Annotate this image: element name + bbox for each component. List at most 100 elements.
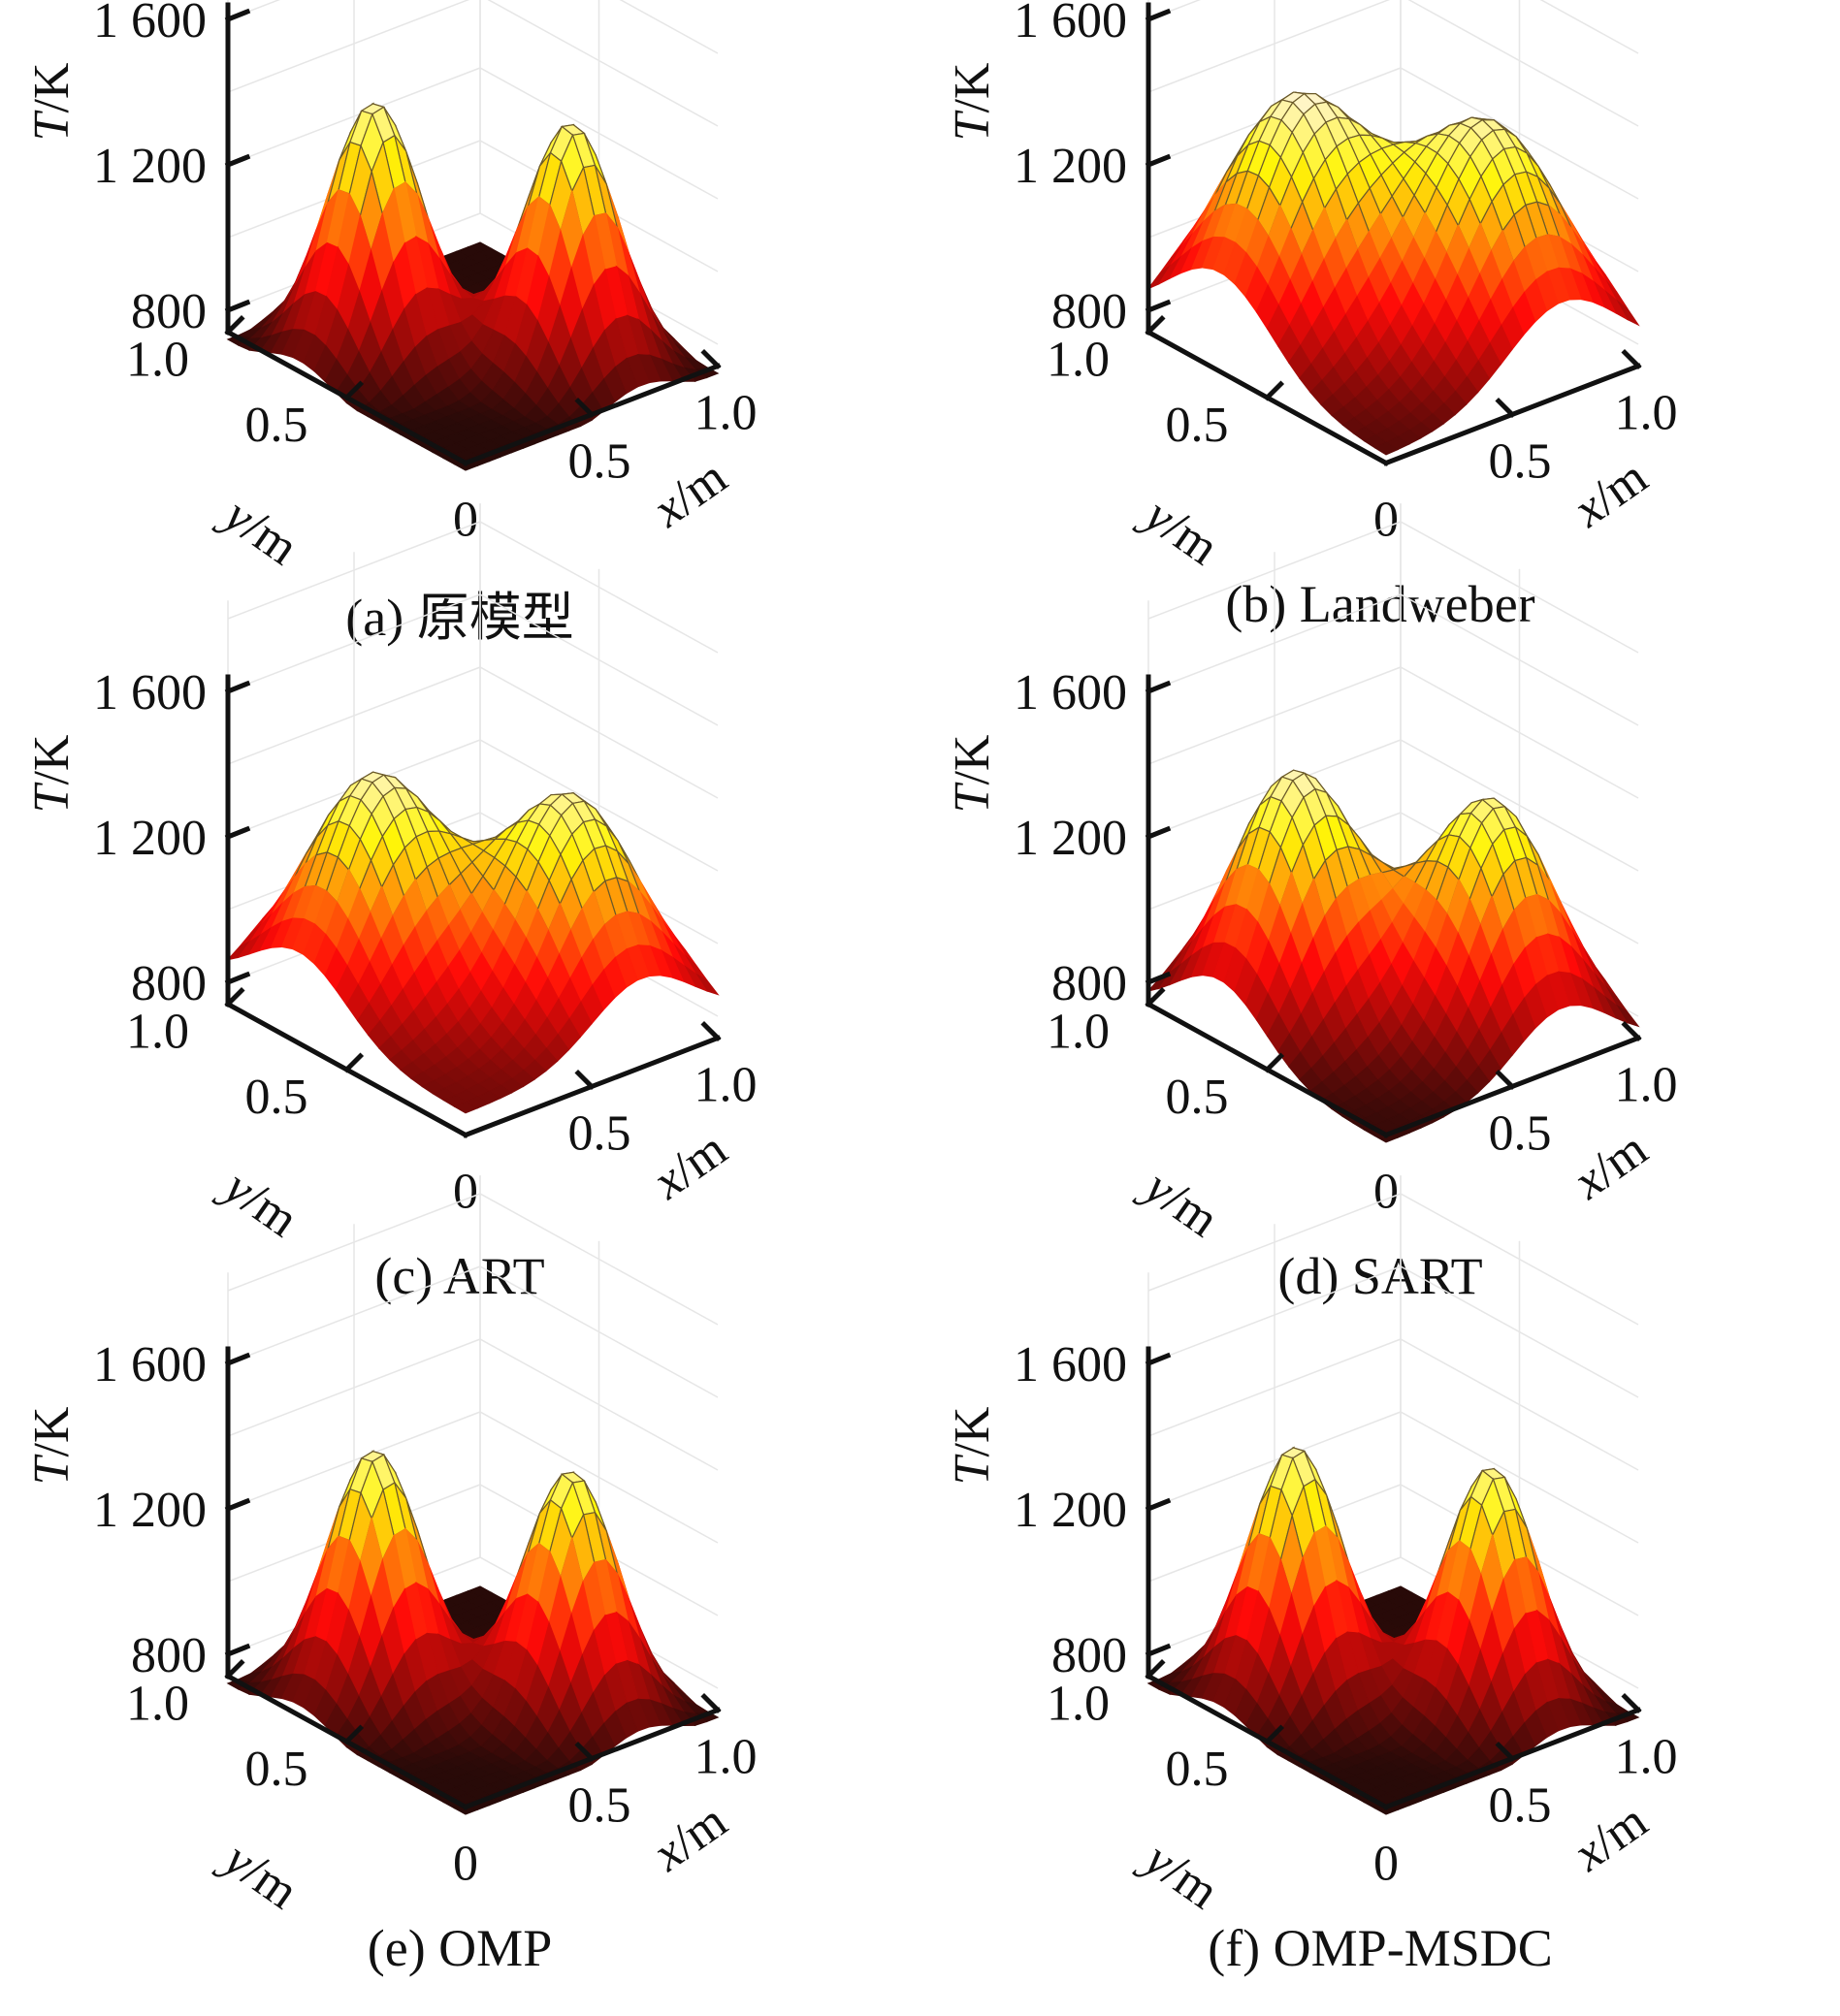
z-tick xyxy=(224,680,251,695)
x-tick-label: 1.0 xyxy=(1615,386,1678,441)
y-tick xyxy=(224,314,245,336)
y-tick xyxy=(1145,1658,1166,1680)
y-axis-title: y/m xyxy=(210,485,308,576)
y-tick-label: 1.0 xyxy=(126,1005,189,1060)
z-tick xyxy=(224,825,251,841)
panel-caption-f: (f) OMP-MSDC xyxy=(1208,1919,1553,1977)
y-tick xyxy=(1145,986,1166,1008)
surface xyxy=(1146,769,1640,1143)
x-tick-label: 0.5 xyxy=(568,434,631,490)
y-tick-label: 1.0 xyxy=(1047,1677,1110,1732)
x-tick-label: 0.5 xyxy=(568,1778,631,1834)
z-tick-label: 800 xyxy=(131,284,207,339)
x-axis-title: x/m xyxy=(642,1121,736,1210)
x-tick xyxy=(700,348,722,370)
y-tick xyxy=(342,1052,365,1073)
grid-line xyxy=(227,1338,719,1471)
z-tick-label: 1 600 xyxy=(93,0,207,48)
x-tick-label: 1.0 xyxy=(1615,1730,1678,1785)
surface-plot-panel-e: 800 1 200 1 600 0 0.5 1.0 0.5 1.0 T/K y/m x/m (e) O… xyxy=(0,1175,920,2016)
y-tick-label: 1.0 xyxy=(126,1677,189,1732)
z-tick xyxy=(1145,299,1172,314)
grid-line xyxy=(227,666,719,799)
surface-plot-b: 800 1 200 1 600 0 0.5 1.0 0.5 1.0 T/K y/m x/m xyxy=(945,0,1678,576)
surface-plot-f: 800 1 200 1 600 0 0.5 1.0 0.5 1.0 T/K y/m x/m xyxy=(945,1175,1678,1920)
z-tick-label: 800 xyxy=(1051,1628,1127,1683)
grid-line xyxy=(227,67,719,200)
surface xyxy=(226,102,720,471)
x-tick-label: 1.0 xyxy=(694,1730,758,1785)
y-tick-label: 0 xyxy=(1373,1837,1399,1892)
y-tick-label: 0 xyxy=(453,1837,478,1892)
panel-caption-c: (c) ART xyxy=(374,1247,545,1305)
surface-plot-d: 800 1 200 1 600 0 0.5 1.0 0.5 1.0 T/K y/m x/m xyxy=(945,503,1678,1248)
x-tick xyxy=(1495,1069,1516,1091)
panel-caption-e: (e) OMP xyxy=(367,1919,553,1977)
y-tick xyxy=(1145,314,1166,336)
y-tick-label: 1.0 xyxy=(126,333,189,388)
z-tick-label: 1 200 xyxy=(93,811,207,866)
surface-plot-panel-c: 800 1 200 1 600 0 0.5 1.0 0.5 1.0 T/K y/m x/m (c) A… xyxy=(0,503,920,1344)
z-tick-label: 800 xyxy=(131,1628,207,1683)
z-tick-label: 800 xyxy=(1051,956,1127,1011)
z-tick-label: 800 xyxy=(1051,284,1127,339)
surface-face xyxy=(453,1101,479,1114)
x-tick-label: 1.0 xyxy=(1615,1058,1678,1113)
grid-line xyxy=(227,0,719,127)
y-tick-label: 0.5 xyxy=(1166,1742,1229,1797)
z-tick-label: 1 200 xyxy=(1014,1483,1127,1538)
y-tick xyxy=(224,986,245,1008)
y-tick-label: 1.0 xyxy=(1047,1005,1110,1060)
axes: 800 1 200 1 600 0 0.5 1.0 0.5 1.0 T/K y/m x/m xyxy=(24,665,758,1248)
grid-line xyxy=(1147,666,1639,799)
y-tick xyxy=(1263,1052,1285,1073)
x-tick xyxy=(574,1069,596,1091)
x-tick-label: 1.0 xyxy=(694,386,758,441)
y-axis-title: y/m xyxy=(1131,1829,1229,1920)
y-tick-label: 0.5 xyxy=(245,1742,308,1797)
z-axis-title: T/K xyxy=(24,62,80,141)
grid-line xyxy=(1147,0,1639,54)
grid-line xyxy=(1147,739,1639,872)
x-tick-label: 0.5 xyxy=(1489,1778,1552,1834)
surface-plot-a: 800 1 200 1 600 0 0.5 1.0 0.5 1.0 T/K y/m x/m xyxy=(24,0,758,576)
surface-plot-e: 800 1 200 1 600 0 0.5 1.0 0.5 1.0 T/K y/m x/m xyxy=(24,1175,758,1920)
z-tick-label: 1 600 xyxy=(93,665,207,720)
z-axis-title: T/K xyxy=(24,1406,80,1485)
y-tick-label: 0.5 xyxy=(1166,398,1229,453)
x-tick-label: 0.5 xyxy=(1489,434,1552,490)
x-tick xyxy=(1621,1020,1642,1042)
panel-caption-a: (a) 原模型 xyxy=(345,589,574,647)
x-tick-label: 1.0 xyxy=(694,1058,758,1113)
z-tick-label: 1 200 xyxy=(1014,811,1127,866)
surface-plot-panel-f: 800 1 200 1 600 0 0.5 1.0 0.5 1.0 T/K y/m x/m (f) O… xyxy=(920,1175,1840,2016)
x-axis-title: x/m xyxy=(1563,1793,1657,1882)
z-axis-title: T/K xyxy=(945,734,1000,813)
x-tick xyxy=(700,1020,722,1042)
axes: 800 1 200 1 600 0 0.5 1.0 0.5 1.0 T/K y/m x/m xyxy=(945,1337,1678,1920)
x-tick xyxy=(574,1741,596,1763)
z-tick xyxy=(224,153,251,169)
panel-caption-b: (b) Landweber xyxy=(1225,575,1535,633)
grid-line xyxy=(227,0,719,54)
y-tick-label: 0.5 xyxy=(245,1070,308,1125)
y-axis-title: y/m xyxy=(210,1157,308,1248)
grid-line xyxy=(227,1411,719,1544)
y-tick-label: 0 xyxy=(453,493,478,548)
surface xyxy=(226,771,720,1114)
z-tick xyxy=(224,1643,251,1658)
y-tick xyxy=(342,1724,365,1745)
y-tick xyxy=(1263,380,1285,401)
z-tick-label: 1 600 xyxy=(1014,665,1127,720)
y-tick-label: 0 xyxy=(1373,1165,1399,1220)
z-axis-title: T/K xyxy=(945,62,1000,141)
z-tick-label: 1 200 xyxy=(93,1483,207,1538)
z-tick xyxy=(224,299,251,314)
z-tick xyxy=(224,971,251,986)
grid-line xyxy=(1147,1411,1639,1544)
y-tick-label: 1.0 xyxy=(1047,333,1110,388)
z-tick xyxy=(224,1497,251,1513)
z-axis-title: T/K xyxy=(24,734,80,813)
x-tick xyxy=(1495,1741,1516,1763)
surface xyxy=(226,1450,720,1815)
